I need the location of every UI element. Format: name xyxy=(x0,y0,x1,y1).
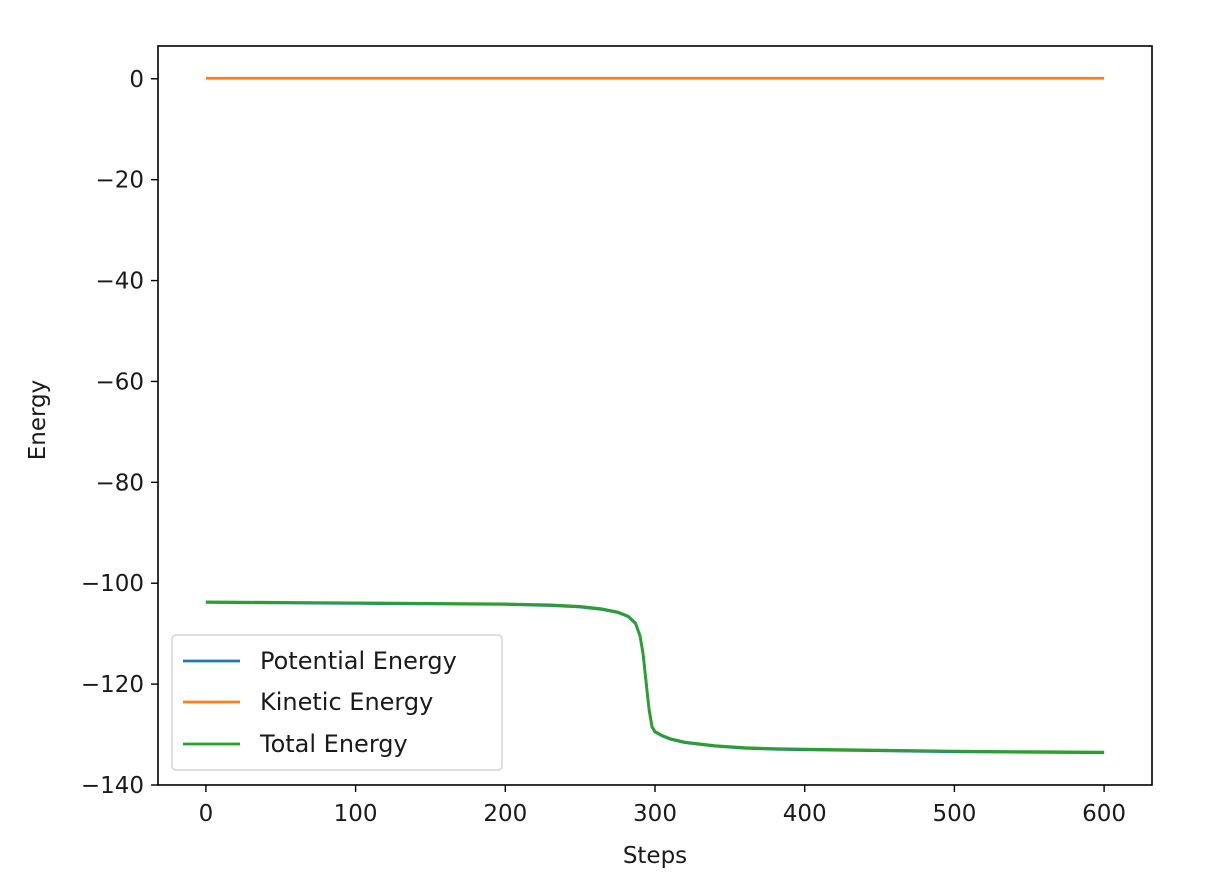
y-tick-label: −60 xyxy=(95,369,144,395)
y-tick-label: −140 xyxy=(81,773,144,799)
y-tick-label: −100 xyxy=(81,571,144,597)
legend-label-total-energy: Total Energy xyxy=(259,730,408,758)
x-axis-label: Steps xyxy=(623,843,687,869)
legend-label-kinetic-energy: Kinetic Energy xyxy=(260,688,433,716)
line-layer xyxy=(205,76,1105,755)
y-tick-label: 0 xyxy=(129,67,144,93)
legend-box xyxy=(171,634,503,771)
x-tick-label: 300 xyxy=(633,801,677,827)
y-tick-label: −80 xyxy=(95,470,144,496)
y-tick-label: −40 xyxy=(95,269,144,295)
legend-label-potential-energy: Potential Energy xyxy=(260,647,457,675)
x-tick-label: 400 xyxy=(783,801,827,827)
x-tick-label: 200 xyxy=(483,801,527,827)
y-tick-label: −20 xyxy=(95,168,144,194)
x-tick-label: 100 xyxy=(334,801,378,827)
tick-layer: 0 100 200 300 400 500 600 0 −20 −40 −60 −80 −100 −120… xyxy=(81,67,1126,827)
series-line-total-energy xyxy=(205,600,1105,754)
y-tick-label: −120 xyxy=(81,672,144,698)
x-tick-label: 500 xyxy=(932,801,976,827)
x-tick-label: 0 xyxy=(199,801,214,827)
plot-frame xyxy=(157,45,1153,786)
y-axis-label: Energy xyxy=(25,380,51,461)
legend: Potential Energy Kinetic Energy Total En… xyxy=(171,634,503,771)
x-tick-label: 600 xyxy=(1082,801,1126,827)
